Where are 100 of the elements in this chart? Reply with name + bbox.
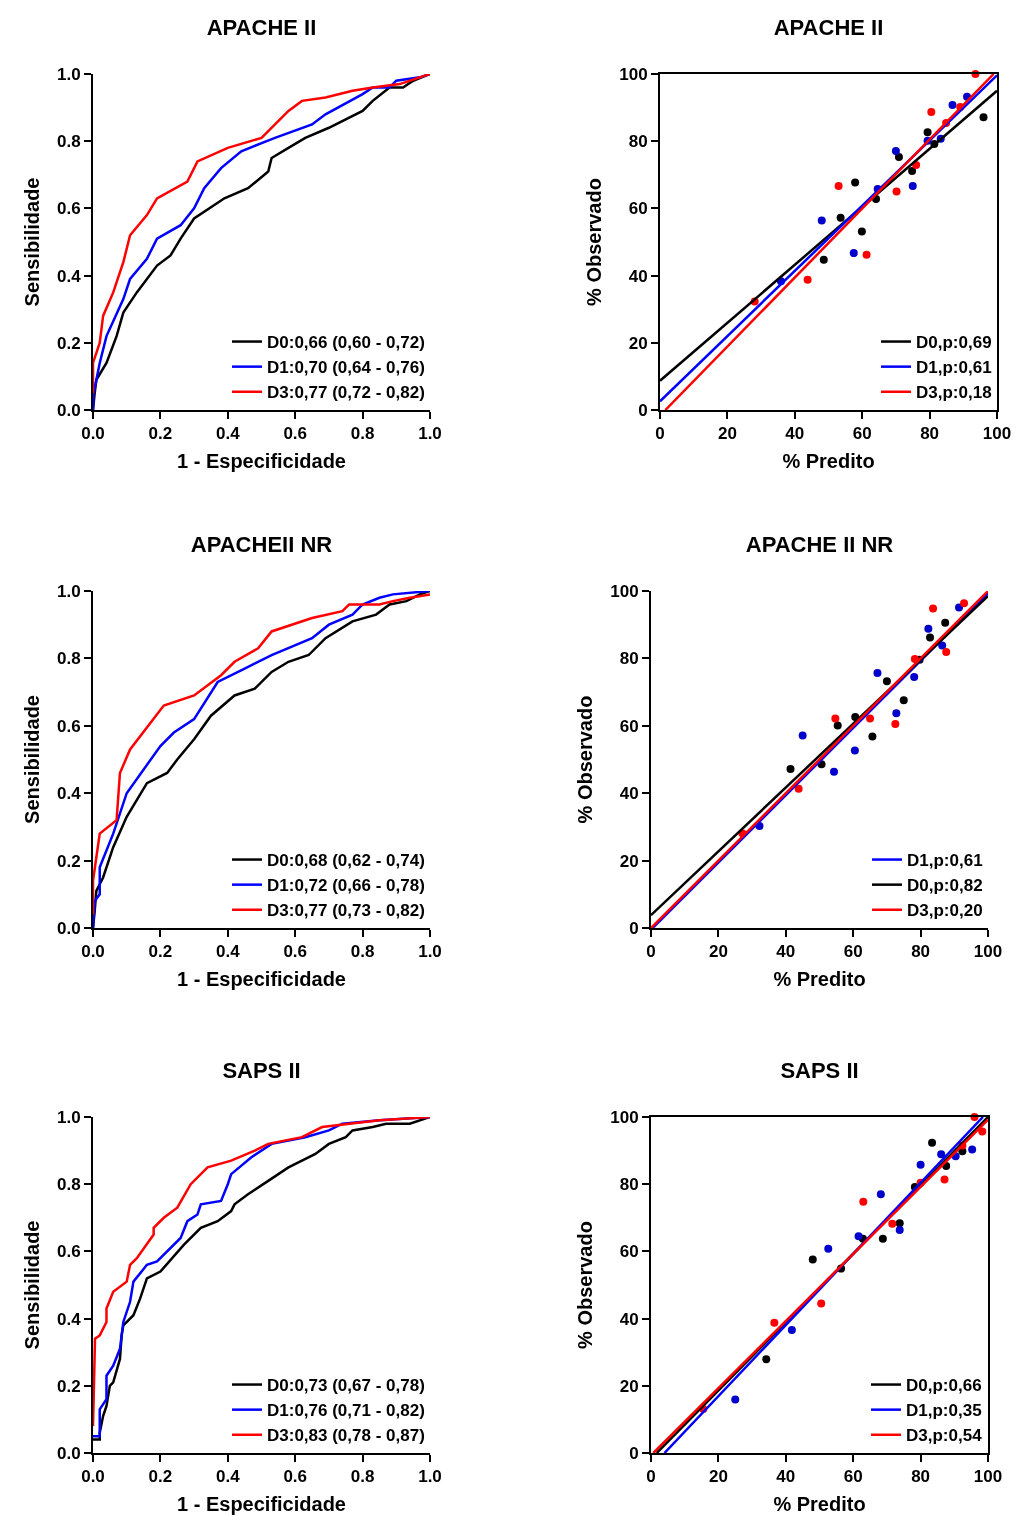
x-tick-label: 20: [717, 424, 737, 444]
y-tick-label: 0.4: [56, 1309, 82, 1329]
y-tick-label: 0.8: [56, 132, 81, 152]
x-tick-label: 20: [708, 942, 728, 962]
legend-label: D1,p:0,61: [916, 358, 992, 378]
x-tick-label: 0.6: [283, 942, 308, 962]
legend-label: D0:0,66 (0,60 - 0,72): [267, 333, 425, 353]
y-tick-label: 0.8: [56, 1175, 81, 1195]
x-tick-label: 80: [911, 1467, 931, 1487]
y-tick-label: 1.0: [56, 581, 81, 601]
y-axis-title: Sensibilidade: [20, 695, 43, 824]
x-tick-label: 60: [843, 942, 863, 962]
x-tick-label: 0.2: [148, 1467, 173, 1487]
legend-label: D3,p:0,54: [906, 1426, 983, 1446]
x-tick-label: 0.8: [350, 942, 375, 962]
y-tick-label: 40: [619, 1309, 639, 1329]
y-tick-label: 0.4: [56, 266, 82, 286]
y-tick-label: 0: [629, 1443, 639, 1463]
y-tick-label: 0.0: [56, 918, 81, 938]
legend-label: D0,p:0,82: [907, 876, 983, 896]
x-tick-label: 100: [982, 424, 1012, 444]
y-tick-label: 60: [619, 716, 639, 736]
x-tick-label: 0.2: [148, 424, 173, 444]
y-tick-label: 100: [610, 1107, 639, 1127]
y-tick-label: 0.2: [56, 333, 81, 353]
legend-label: D0:0,68 (0,62 - 0,74): [267, 851, 425, 871]
x-tick-label: 80: [920, 424, 940, 444]
y-tick-label: 40: [628, 266, 648, 286]
y-axis-title: Sensibilidade: [20, 1220, 43, 1350]
y-tick-label: 60: [628, 199, 648, 219]
chart-title: APACHEII NR: [190, 531, 333, 557]
legend-label: D1,p:0,61: [907, 851, 983, 871]
y-tick-label: 20: [628, 333, 648, 353]
x-tick-label: 0.6: [283, 424, 308, 444]
y-tick-label: 40: [619, 784, 639, 804]
legend-label: D3:0,77 (0,73 - 0,82): [267, 901, 425, 921]
x-tick-label: 0.8: [350, 1467, 375, 1487]
y-tick-label: 20: [619, 1376, 639, 1396]
x-tick-label: 0.0: [81, 942, 105, 962]
legend-label: D3,p:0,18: [916, 383, 992, 403]
y-tick-label: 1.0: [56, 1107, 81, 1127]
x-tick-label: 0: [655, 424, 665, 444]
x-tick-label: 0.6: [283, 1467, 308, 1487]
legend-label: D0,p:0,66: [906, 1376, 982, 1396]
y-tick-label: 0.4: [56, 784, 82, 804]
x-tick-label: 40: [785, 424, 805, 444]
x-tick-label: 0.0: [81, 1467, 105, 1487]
x-axis-title: 1 - Especificidade: [177, 450, 346, 473]
y-tick-label: 80: [619, 1175, 639, 1195]
x-axis-title: % Predito: [773, 1493, 866, 1516]
x-tick-label: 0.4: [215, 1467, 241, 1487]
x-tick-label: 0.4: [215, 942, 241, 962]
chart-title: SAPS II: [222, 1057, 301, 1083]
x-tick-label: 20: [708, 1467, 728, 1487]
legend-label: D0:0,73 (0,67 - 0,78): [267, 1376, 425, 1396]
y-axis-title: Sensibilidade: [20, 177, 43, 307]
chart-title: APACHE II: [206, 14, 317, 40]
x-axis-title: 1 - Especificidade: [177, 968, 346, 991]
x-tick-label: 40: [776, 942, 796, 962]
x-tick-label: 60: [852, 424, 872, 444]
legend-label: D1,p:0,35: [906, 1401, 982, 1421]
y-tick-label: 1.0: [56, 64, 81, 84]
legend-label: D3:0,77 (0,72 - 0,82): [267, 383, 425, 403]
y-tick-label: 80: [619, 649, 639, 669]
chart-title: APACHE II: [773, 14, 884, 40]
chart-title: APACHE II NR: [745, 531, 894, 557]
y-tick-label: 0.6: [56, 716, 81, 736]
x-axis-title: % Predito: [782, 450, 875, 473]
y-tick-label: 100: [610, 581, 639, 601]
legend-label: D1:0,72 (0,66 - 0,78): [267, 876, 425, 896]
x-tick-label: 0.2: [148, 942, 173, 962]
x-tick-label: 40: [776, 1467, 796, 1487]
y-tick-label: 0: [638, 400, 648, 420]
x-tick-label: 0.0: [81, 424, 105, 444]
x-tick-label: 60: [843, 1467, 863, 1487]
y-axis-title: % Observado: [574, 695, 597, 824]
y-tick-label: 0: [629, 918, 639, 938]
x-tick-label: 1.0: [418, 1467, 442, 1487]
y-tick-label: 100: [619, 64, 648, 84]
legend-label: D1:0,70 (0,64 - 0,76): [267, 358, 425, 378]
y-tick-label: 0.6: [56, 1242, 81, 1262]
x-tick-label: 100: [973, 942, 1003, 962]
legend-label: D1:0,76 (0,71 - 0,82): [267, 1401, 425, 1421]
x-tick-label: 1.0: [418, 942, 442, 962]
y-axis-title: % Observado: [583, 178, 606, 306]
y-axis-title: % Observado: [574, 1221, 597, 1349]
y-tick-label: 0.8: [56, 649, 81, 669]
y-tick-label: 20: [619, 851, 639, 871]
legend-label: D3,p:0,20: [907, 901, 983, 921]
x-axis-title: 1 - Especificidade: [177, 1493, 346, 1516]
x-tick-label: 1.0: [418, 424, 442, 444]
x-tick-label: 0.8: [350, 424, 375, 444]
x-axis-title: % Predito: [773, 968, 866, 991]
x-tick-label: 80: [911, 942, 931, 962]
y-tick-label: 80: [628, 132, 648, 152]
y-tick-label: 0.2: [56, 851, 81, 871]
y-tick-label: 0.0: [56, 400, 81, 420]
y-tick-label: 0.6: [56, 199, 81, 219]
x-tick-label: 0.4: [215, 424, 241, 444]
chart-title: SAPS II: [780, 1057, 859, 1083]
